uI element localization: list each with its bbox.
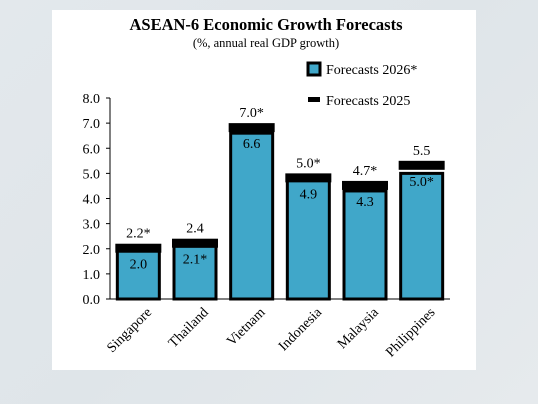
data-label-forecast-2026: 5.0* [409,175,434,190]
data-label-forecast-2025: 5.5 [413,144,431,159]
data-label-forecast-2026: 2.1* [183,253,208,268]
bar-forecast-2026 [172,244,218,301]
marker-forecast-2025 [172,238,218,248]
data-label-forecast-2025: 5.0* [296,156,321,171]
legend-swatch-forecast-2026 [306,61,322,77]
legend-label-forecast-2025: Forecasts 2025 [326,94,410,109]
y-tick-label: 0.0 [83,293,101,308]
x-category-label: Vietnam [224,305,268,349]
legend-label-forecast-2026: Forecasts 2026* [326,63,417,78]
marker-forecast-2025 [342,180,388,190]
chart-title: ASEAN-6 Economic Growth Forecasts [130,15,404,34]
marker-forecast-2025 [285,173,332,183]
marker-forecast-2025 [115,243,162,253]
y-tick-label: 3.0 [83,218,101,233]
bar-forecast-2026 [399,171,445,301]
bar-forecast-2026 [342,189,388,301]
data-label-forecast-2025: 2.4 [186,222,204,237]
y-tick-label: 5.0 [83,167,101,182]
y-tick-label: 1.0 [83,268,101,283]
y-tick-label: 6.0 [83,142,101,157]
x-category-label: Philippines [383,305,438,360]
bar-forecast-2026 [115,247,161,301]
y-tick-label: 2.0 [83,243,101,258]
x-category-label: Indonesia [276,305,326,355]
data-label-forecast-2026: 2.0 [130,258,148,273]
marker-forecast-2025 [228,123,275,133]
marker-forecast-2025 [398,160,445,170]
y-tick-label: 8.0 [83,92,101,107]
y-tick-label: 7.0 [83,117,101,132]
legend-swatch-forecast-2025 [308,97,320,102]
data-label-forecast-2026: 4.9 [300,187,318,202]
chart-subtitle: (%, annual real GDP growth) [193,36,339,50]
y-tick-label: 4.0 [83,193,101,208]
bar-forecast-2026 [229,131,275,301]
legend: Forecasts 2026* Forecasts 2025 [306,61,417,109]
data-label-forecast-2026: 4.3 [356,195,374,210]
bar-forecast-2026 [285,174,331,301]
data-label-forecast-2025: 4.7* [353,164,378,179]
data-label-forecast-2025: 2.2* [126,227,151,242]
data-label-forecast-2025: 7.0* [239,106,264,121]
chart: ASEAN-6 Economic Growth Forecasts (%, an… [83,15,450,360]
data-label-forecast-2026: 6.6 [243,137,261,152]
x-category-label: Malaysia [335,305,382,352]
plot-area: 0.0 1.0 2.0 3.0 4.0 5.0 6.0 7.0 8.0 2.0 2.2* Singap… [83,92,450,360]
x-category-label: Singapore [104,305,155,356]
x-category-label: Thailand [166,305,212,351]
chart-card: ASEAN-6 Economic Growth Forecasts (%, an… [52,10,476,370]
